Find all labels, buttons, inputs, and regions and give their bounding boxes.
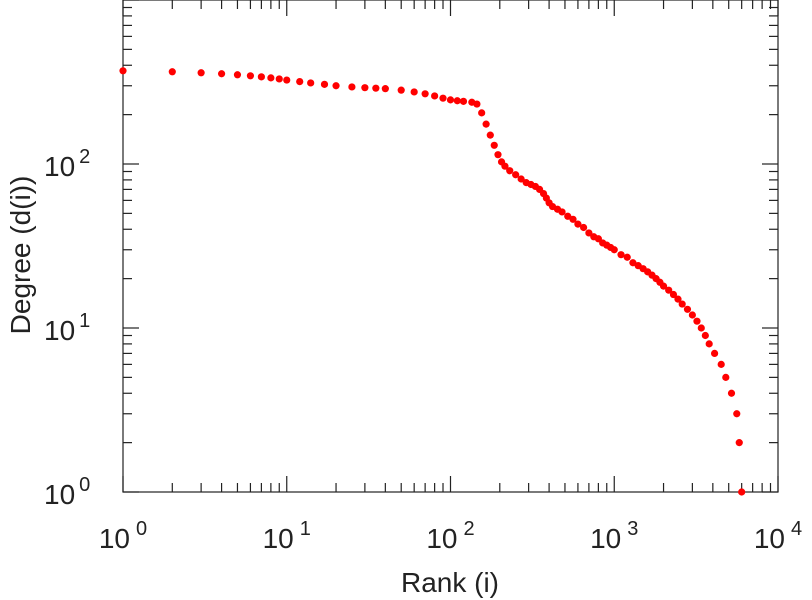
data-point bbox=[674, 295, 682, 303]
data-point bbox=[574, 220, 582, 228]
data-point bbox=[610, 246, 618, 254]
data-point bbox=[307, 79, 315, 87]
data-point bbox=[683, 305, 692, 313]
x-tick-label: 10 0 bbox=[99, 518, 147, 554]
x-tick-label: 10 1 bbox=[263, 518, 311, 554]
x-tick-label: 10 3 bbox=[590, 518, 638, 554]
data-point bbox=[617, 251, 625, 259]
data-point bbox=[669, 290, 678, 299]
data-point bbox=[506, 167, 514, 175]
data-point bbox=[459, 97, 468, 105]
data-point bbox=[727, 389, 736, 397]
x-axis-title: Rank (i) bbox=[401, 567, 499, 598]
data-point bbox=[738, 488, 746, 496]
data-point bbox=[659, 282, 668, 290]
data-point bbox=[688, 311, 696, 319]
data-point bbox=[512, 171, 520, 179]
x-tick-label: 10 4 bbox=[754, 518, 802, 554]
data-point bbox=[517, 175, 525, 183]
data-point bbox=[490, 141, 498, 149]
axis-ticks bbox=[122, 0, 779, 493]
data-point bbox=[381, 85, 389, 93]
data-point bbox=[733, 410, 741, 418]
x-tick-label: 10 2 bbox=[426, 518, 474, 554]
data-point bbox=[348, 83, 356, 91]
data-point bbox=[320, 80, 329, 88]
data-point bbox=[558, 208, 566, 216]
data-point bbox=[246, 72, 255, 80]
data-point bbox=[283, 76, 291, 84]
data-point bbox=[569, 215, 577, 223]
data-point bbox=[197, 69, 205, 77]
data-point bbox=[697, 324, 705, 332]
data-point bbox=[705, 340, 713, 348]
data-point bbox=[361, 84, 369, 92]
data-point bbox=[482, 120, 490, 128]
data-point bbox=[439, 94, 447, 102]
data-point bbox=[372, 84, 380, 92]
tick-labels: 10 0 10 1 10 2 10 3 10 4 10 0 10 1 10 2 bbox=[44, 146, 802, 554]
data-point bbox=[486, 131, 494, 139]
data-point bbox=[693, 317, 701, 325]
data-point bbox=[717, 360, 725, 368]
data-point bbox=[421, 90, 429, 98]
data-point bbox=[431, 92, 439, 100]
data-point bbox=[585, 229, 593, 237]
y-axis-title: Degree (d(i)) bbox=[5, 176, 36, 335]
data-point bbox=[665, 286, 673, 294]
data-point bbox=[233, 71, 242, 79]
data-point bbox=[267, 74, 275, 82]
data-point bbox=[275, 75, 283, 83]
y-tick-label: 10 2 bbox=[44, 146, 90, 182]
data-point bbox=[296, 78, 304, 86]
data-point bbox=[735, 439, 743, 447]
data-point bbox=[678, 300, 686, 308]
data-point bbox=[410, 88, 418, 96]
data-point bbox=[473, 100, 481, 108]
data-point bbox=[710, 349, 719, 357]
data-point bbox=[580, 223, 588, 232]
data-point bbox=[453, 97, 461, 105]
y-tick-label: 10 0 bbox=[44, 474, 90, 510]
data-point bbox=[501, 162, 509, 170]
data-point bbox=[564, 212, 572, 220]
data-point bbox=[701, 331, 709, 340]
data-point bbox=[397, 86, 405, 94]
data-point bbox=[478, 109, 486, 117]
y-tick-label: 10 1 bbox=[44, 310, 90, 346]
data-point bbox=[629, 259, 637, 267]
data-point bbox=[446, 96, 455, 104]
data-point bbox=[332, 82, 340, 90]
data-point bbox=[217, 70, 226, 78]
data-point bbox=[257, 73, 265, 81]
data-point bbox=[494, 151, 502, 159]
data-points bbox=[119, 67, 746, 496]
data-point bbox=[168, 68, 176, 76]
data-point bbox=[722, 373, 730, 381]
data-point bbox=[119, 67, 127, 75]
data-point bbox=[623, 253, 631, 261]
